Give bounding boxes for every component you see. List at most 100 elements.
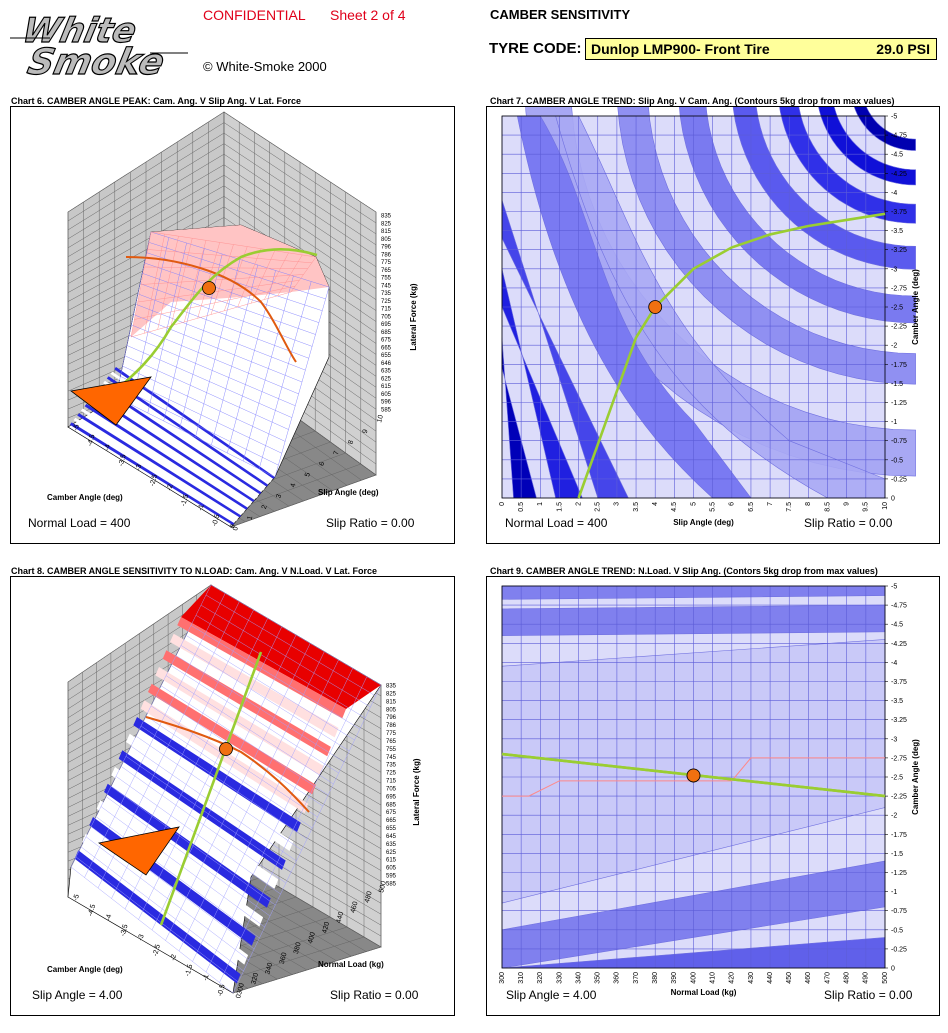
tyre-pressure: 29.0 PSI [876,41,930,57]
wall-grid [67,132,225,231]
section-title: CAMBER SENSITIVITY [490,7,631,22]
x-tick-label: 430 [748,972,755,984]
surface-mesh [150,705,318,818]
z-tick-label: 786 [386,723,397,729]
y-tick-label: -1 [891,889,897,896]
y-tick-label: -0.75 [891,908,907,915]
z-tick-label: 805 [381,237,392,243]
z-tick-label: 835 [381,214,392,220]
x-tick-label: 500 [378,880,388,893]
y-tick-label: -2 [170,954,178,962]
surface-mesh [185,635,355,741]
contour-band [678,107,916,324]
surface-stripe [74,850,241,984]
x-tick-label: 2 [575,502,582,506]
z-tick-label: 705 [386,786,397,792]
y-tick-label: -2.5 [891,305,903,312]
surface-mesh [120,376,282,454]
wall-grid [223,132,377,235]
z-tick-label: 815 [386,699,397,705]
chart7-footer-load: Normal Load = 400 [505,516,608,530]
surface-stripe [95,390,259,499]
y-tick-label: -2 [891,343,897,350]
surface-stripe [114,367,275,479]
y-tick-label: -1.5 [891,381,903,388]
z-tick-label: 735 [381,291,392,297]
z-tick-label: 685 [386,802,397,808]
y-tick-label: -4.5 [87,434,97,448]
surface-mesh [118,386,279,466]
y-tick-label: -4.75 [891,603,907,610]
y-tick-label: -0.5 [211,514,221,528]
wall-grid [67,143,225,240]
surface-mesh [115,776,281,895]
peak-line [145,716,310,813]
surface-mesh [195,615,366,719]
x-tick-label: 4 [290,483,298,489]
x-tick-label: 440 [767,972,774,984]
surface-mesh [200,604,371,708]
wall-grid [67,111,225,213]
x-tick-label: 9.5 [863,502,870,512]
y-tick-label: -0.25 [891,946,907,953]
z-tick-label: 786 [381,252,392,258]
x-tick-label: 420 [321,921,331,934]
y-tick-label: -1.5 [184,964,194,978]
x-tick-label: 320 [250,972,260,985]
z-tick-label: 735 [386,763,397,769]
x-tick-label: 470 [824,972,831,984]
y-tick-label: -4 [104,444,112,452]
surface-mesh [135,303,306,371]
chart6-footer-load: Normal Load = 400 [28,516,131,530]
y-tick-label: -1.25 [891,870,907,877]
z-tick-label: 615 [381,384,392,390]
surface-stripe [77,413,242,518]
surface-mesh [115,396,276,478]
chart7-panel: 0 0.5 1 1.5 2 2.5 3 3.5 4 4.5 5 5.5 6 6.5 7 7.5 8 8.5 9 9.5… [486,106,940,544]
x-tick-label: 460 [350,901,360,914]
x-tick-label: 9 [844,502,851,506]
z-tick-label: 805 [386,707,397,713]
tyre-name: Dunlop LMP900- Front Tire [591,41,770,57]
y-tick-label: -2.75 [891,755,907,762]
trend-line [102,247,318,403]
chart8-footer-slipratio: Slip Ratio = 0.00 [330,988,419,1002]
z-tick-label: 615 [386,858,397,864]
wall-grid [232,946,382,994]
z-tick-label: 745 [386,755,397,761]
x-tick-label: 340 [265,962,275,975]
surface-stripe [111,767,279,889]
operating-point-marker [686,768,701,783]
pink-trace [502,757,885,797]
x-tick-label: 2.5 [595,502,602,512]
z-tick-label: 765 [386,739,397,745]
surface-mesh [160,685,329,796]
z-tick-label: 835 [386,684,397,690]
chart6-footer-slipratio: Slip Ratio = 0.00 [326,516,415,530]
surface-stripe [104,783,271,908]
surface-mesh [134,285,296,320]
surface-stripe [148,683,316,795]
z-tick-label: 646 [381,361,392,367]
y-axis-label: Camber Angle (deg) [47,965,123,974]
y-tick-label: -3.5 [891,228,903,235]
y-tick-label: -4.25 [891,641,907,648]
y-tick-label: -5 [73,894,81,902]
x-tick-label: 1 [537,502,544,506]
surface-mesh [130,291,292,338]
z-tick-label: 645 [386,834,397,840]
z-tick-label: 755 [386,747,397,753]
surface-stripe [92,394,255,502]
x-tick-label: 330 [556,972,563,984]
z-tick-label: 585 [386,882,397,888]
y-tick-label: -0.5 [891,457,903,464]
wall-grid [67,206,225,293]
y-tick-label: -3 [135,464,143,472]
x-tick-label: 5 [690,502,697,506]
surface-stripe [88,399,252,506]
surface-mesh [150,231,317,258]
x-axis-label: Slip Angle (deg) [673,518,734,527]
surface-mesh [148,242,326,300]
wall-grid [223,111,377,213]
